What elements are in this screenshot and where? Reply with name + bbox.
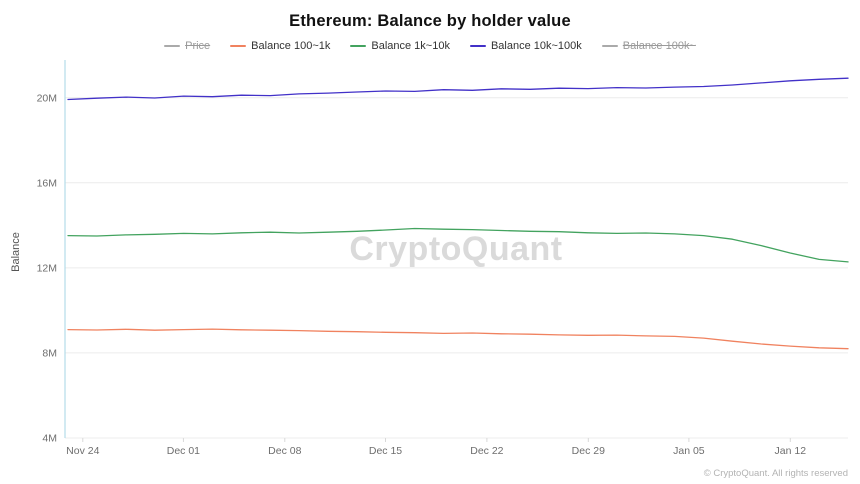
legend-marker [350,45,367,47]
y-tick-label: 8M [42,347,57,359]
legend: Price Balance 100~1k Balance 1k~10k Balance… [0,40,860,52]
x-tick-label: Dec 15 [369,445,402,457]
legend-marker [164,45,181,47]
x-tick-label: Jan 12 [775,445,807,457]
legend-item-balance-1k-10k[interactable]: Balance 1k~10k [350,40,450,52]
legend-label: Balance 100~1k [251,40,331,52]
y-tick-label: 12M [37,262,57,274]
legend-item-balance-10k-100k[interactable]: Balance 10k~100k [469,40,582,52]
y-tick-label: 4M [42,433,57,445]
y-tick-label: 20M [37,92,57,104]
legend-marker [601,45,618,47]
legend-label: Balance 1k~10k [371,40,450,52]
legend-label: Balance 100k~ [622,40,696,52]
x-tick-label: Jan 05 [673,445,705,457]
x-tick-label: Dec 22 [470,445,503,457]
legend-label: Balance 10k~100k [490,40,582,52]
series-line-balance-100-1k [67,328,849,350]
copyright: © CryptoQuant. All rights reserved [703,468,848,479]
series-line-balance-1k-10k [67,227,849,263]
legend-item-balance-100k-[interactable]: Balance 100k~ [601,40,696,52]
x-tick-label: Nov 24 [66,445,99,457]
legend-marker [469,45,486,47]
legend-marker [230,45,247,47]
x-tick-label: Dec 01 [167,445,200,457]
x-tick-label: Dec 29 [572,445,605,457]
legend-item-balance-100-1k[interactable]: Balance 100~1k [230,40,330,52]
legend-item-price[interactable]: Price [164,40,210,52]
series-line-balance-10k-100k [67,77,849,101]
legend-label: Price [185,40,211,52]
chart-title: Ethereum: Balance by holder value [289,12,571,30]
x-tick-label: Dec 08 [268,445,301,457]
y-tick-label: 16M [37,177,57,189]
